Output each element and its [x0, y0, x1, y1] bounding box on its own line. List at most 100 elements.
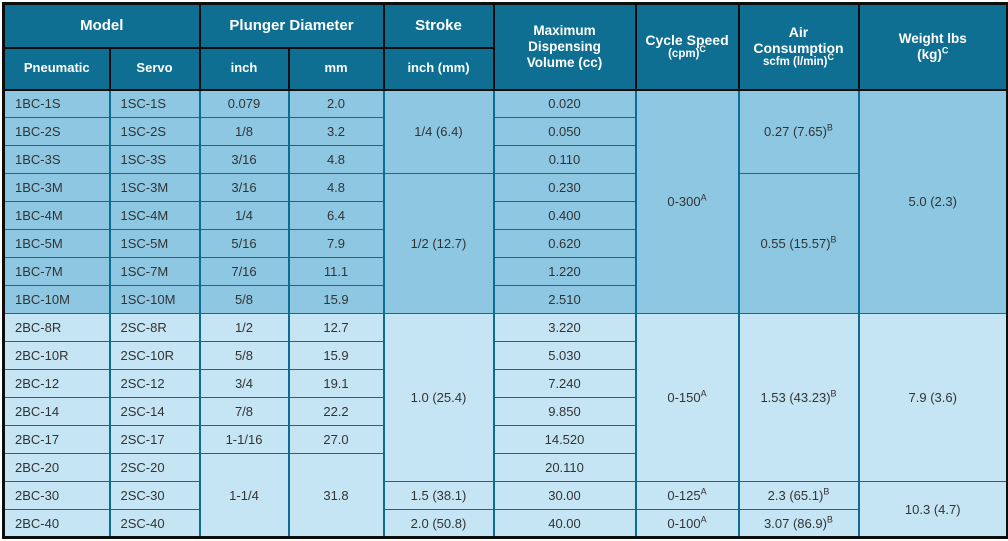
cell-mm: 31.8: [287, 453, 385, 538]
cell-pneumatic: 1BC-5M: [2, 229, 111, 258]
cell-inch: 1-1/16: [198, 425, 290, 454]
cell-mm: 19.1: [287, 369, 385, 398]
table-row: 1BC-3S 1SC-3S 3/16 4.8 0.110: [2, 145, 1008, 174]
cell-servo: 1SC-2S: [108, 117, 201, 146]
cell-volume: 40.00: [492, 509, 637, 538]
header-pneumatic: Pneumatic: [2, 46, 111, 91]
cell-air-consumption: 2.3 (65.1)B: [737, 481, 860, 510]
cell-weight: 5.0 (2.3): [857, 89, 1008, 314]
cell-volume: 9.850: [492, 397, 637, 426]
cell-volume: 30.00: [492, 481, 637, 510]
cell-pneumatic: 1BC-2S: [2, 117, 111, 146]
cell-mm: 22.2: [287, 397, 385, 426]
cell-mm: 4.8: [287, 173, 385, 202]
cell-servo: 2SC-20: [108, 453, 201, 482]
cell-servo: 1SC-5M: [108, 229, 201, 258]
cell-volume: 0.620: [492, 229, 637, 258]
cell-pneumatic: 2BC-30: [2, 481, 111, 510]
header-air-consumption: Air Consumption scfm (l/min)C: [737, 2, 860, 91]
cell-air-consumption: 3.07 (86.9)B: [737, 509, 860, 538]
cell-pneumatic: 1BC-1S: [2, 89, 111, 118]
cell-cycle-speed: 0-150A: [634, 313, 740, 482]
header-max-dispensing-volume: Maximum Dispensing Volume (cc): [492, 2, 637, 91]
header-stroke-inch-mm: inch (mm): [382, 46, 495, 91]
cell-volume: 0.050: [492, 117, 637, 146]
cell-pneumatic: 1BC-3S: [2, 145, 111, 174]
cell-volume: 5.030: [492, 341, 637, 370]
header-weight: Weight lbs (kg)C: [857, 2, 1008, 91]
table-row: 2BC-8R 2SC-8R 1/2 12.7 1.0 (25.4) 3.220 …: [2, 313, 1008, 482]
header-stroke: Stroke: [382, 2, 495, 49]
table-row: 2BC-12 2SC-12 3/4 19.1 7.240: [2, 369, 1008, 398]
cell-inch: 7/16: [198, 257, 290, 286]
cell-inch: 1/4: [198, 201, 290, 230]
cell-inch: 3/4: [198, 369, 290, 398]
header-plunger-diameter: Plunger Diameter: [198, 2, 385, 49]
header-mm: mm: [287, 46, 385, 91]
table-row: 1BC-7M 1SC-7M 7/16 11.1 1.220: [2, 257, 1008, 286]
header-inch: inch: [198, 46, 290, 91]
cell-servo: 1SC-10M: [108, 285, 201, 314]
cell-inch: 5/8: [198, 285, 290, 314]
header-cycle-speed: Cycle Speed (cpm)C: [634, 2, 740, 91]
cell-volume: 0.400: [492, 201, 637, 230]
cell-volume: 0.020: [492, 89, 637, 118]
cell-stroke: 1.5 (38.1): [382, 481, 495, 510]
cell-pneumatic: 1BC-4M: [2, 201, 111, 230]
cell-cycle-speed: 0-125A: [634, 481, 740, 510]
cell-pneumatic: 1BC-7M: [2, 257, 111, 286]
table-row: 1BC-4M 1SC-4M 1/4 6.4 0.400: [2, 201, 1008, 230]
cell-mm: 2.0: [287, 89, 385, 118]
table-header: Model Plunger Diameter Stroke Maximum Di…: [2, 2, 1008, 91]
cell-volume: 3.220: [492, 313, 637, 342]
cell-servo: 2SC-30: [108, 481, 201, 510]
cell-pneumatic: 2BC-8R: [2, 313, 111, 342]
cell-pneumatic: 2BC-10R: [2, 341, 111, 370]
cell-pneumatic: 2BC-12: [2, 369, 111, 398]
cell-inch: 3/16: [198, 173, 290, 202]
cell-mm: 11.1: [287, 257, 385, 286]
cell-servo: 1SC-7M: [108, 257, 201, 286]
header-model: Model: [2, 2, 201, 49]
cell-stroke: 1/2 (12.7): [382, 173, 495, 314]
cell-mm: 4.8: [287, 145, 385, 174]
cell-cycle-speed: 0-100A: [634, 509, 740, 538]
cell-air-consumption: 1.53 (43.23)B: [737, 313, 860, 482]
table-row: 2BC-10R 2SC-10R 5/8 15.9 5.030: [2, 341, 1008, 370]
cell-mm: 27.0: [287, 425, 385, 454]
cell-inch: 1-1/4: [198, 453, 290, 538]
header-servo: Servo: [108, 46, 201, 91]
cell-inch: 1/8: [198, 117, 290, 146]
cell-volume: 14.520: [492, 425, 637, 454]
cell-pneumatic: 2BC-14: [2, 397, 111, 426]
cell-pneumatic: 1BC-10M: [2, 285, 111, 314]
cell-inch: 0.079: [198, 89, 290, 118]
cell-volume: 20.110: [492, 453, 637, 482]
cell-pneumatic: 2BC-17: [2, 425, 111, 454]
table-row: 1BC-1S 1SC-1S 0.079 2.0 1/4 (6.4) 0.020 …: [2, 89, 1008, 314]
table-row: 2BC-40 2SC-40 2.0 (50.8) 40.00 0-100A 3.…: [2, 509, 1008, 538]
cycle-speed-footnote: C: [699, 44, 706, 55]
weight-footnote: C: [941, 45, 949, 56]
table-row: 2BC-17 2SC-17 1-1/16 27.0 14.520: [2, 425, 1008, 454]
cell-air-consumption: 0.27 (7.65)B: [737, 89, 860, 174]
cell-mm: 12.7: [287, 313, 385, 342]
cell-inch: 5/8: [198, 341, 290, 370]
cell-mm: 15.9: [287, 285, 385, 314]
table-row: 1BC-10M 1SC-10M 5/8 15.9 2.510: [2, 285, 1008, 314]
cell-volume: 7.240: [492, 369, 637, 398]
cell-pneumatic: 2BC-20: [2, 453, 111, 482]
table-row: 1BC-3M 1SC-3M 3/16 4.8 1/2 (12.7) 0.230 …: [2, 173, 1008, 314]
cell-pneumatic: 2BC-40: [2, 509, 111, 538]
cell-stroke: 1.0 (25.4): [382, 313, 495, 482]
table-row: 2BC-20 2SC-20 1-1/4 31.8 20.110: [2, 453, 1008, 538]
cell-stroke: 1/4 (6.4): [382, 89, 495, 174]
cell-servo: 2SC-40: [108, 509, 201, 538]
cell-mm: 6.4: [287, 201, 385, 230]
cell-mm: 7.9: [287, 229, 385, 258]
cell-weight: 7.9 (3.6): [857, 313, 1008, 482]
cell-volume: 0.230: [492, 173, 637, 202]
cell-mm: 15.9: [287, 341, 385, 370]
cell-mm: 3.2: [287, 117, 385, 146]
